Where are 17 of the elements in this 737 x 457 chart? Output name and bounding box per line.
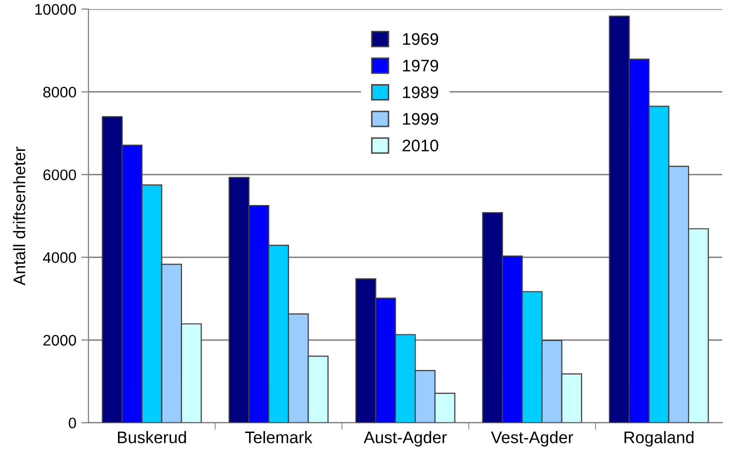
- legend-label: 1969: [403, 33, 438, 45]
- y-tick-label: 2000: [43, 334, 76, 346]
- y-tick-label: 8000: [43, 86, 76, 98]
- x-tick-label: Buskerud: [118, 431, 186, 444]
- x-tick-label: Aust-Agder: [364, 431, 447, 447]
- y-tick-label: 4000: [43, 252, 76, 263]
- legend-label: 2010: [402, 140, 438, 152]
- legend-label: 1999: [403, 113, 438, 125]
- y-tick-label: 6000: [43, 169, 76, 180]
- y-tick-label: 10000: [35, 4, 76, 15]
- y-axis-title: Antall driftsenheter: [13, 146, 26, 286]
- legend-label: 1989: [403, 86, 438, 98]
- y-tick-label: 0: [68, 418, 76, 428]
- x-tick-label: Telemark: [245, 431, 312, 444]
- x-tick-label: Rogaland: [624, 431, 694, 447]
- legend-label: 1979: [403, 60, 438, 72]
- x-tick-label: Vest-Agder: [490, 431, 574, 447]
